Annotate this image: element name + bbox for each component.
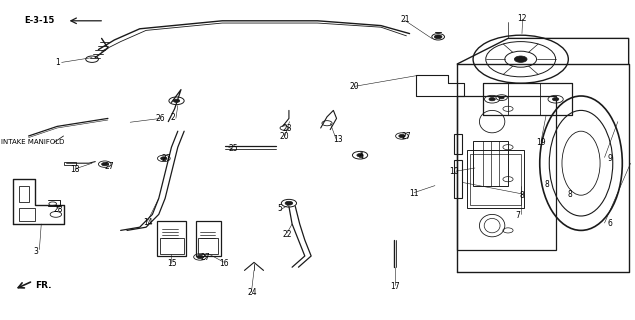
Bar: [470, 154, 521, 205]
Text: 20: 20: [349, 82, 359, 91]
Bar: [473, 141, 508, 186]
Text: 24: 24: [248, 288, 257, 297]
Text: 4: 4: [359, 152, 364, 161]
Circle shape: [102, 163, 108, 166]
Text: 21: 21: [400, 15, 410, 24]
Bar: [196, 221, 221, 256]
Circle shape: [434, 35, 442, 39]
Text: FR.: FR.: [35, 281, 51, 290]
Bar: [457, 96, 556, 250]
Text: 18: 18: [70, 165, 79, 174]
Bar: [160, 238, 184, 254]
Circle shape: [489, 98, 495, 101]
Bar: [64, 162, 76, 165]
Text: INTAKE MANIFOLD: INTAKE MANIFOLD: [1, 140, 65, 145]
Text: 17: 17: [391, 282, 400, 291]
Circle shape: [197, 255, 203, 259]
Circle shape: [499, 96, 504, 99]
Text: 5: 5: [277, 204, 282, 213]
Text: 9: 9: [608, 154, 613, 163]
Text: 10: 10: [450, 167, 459, 176]
Text: 25: 25: [229, 144, 238, 153]
Bar: [198, 238, 218, 254]
Text: 27: 27: [105, 162, 114, 171]
Bar: [454, 160, 462, 198]
Circle shape: [285, 201, 293, 205]
Text: 19: 19: [537, 138, 546, 147]
Text: 7: 7: [516, 211, 521, 220]
Text: 1: 1: [55, 58, 60, 67]
Bar: [19, 208, 35, 221]
Text: 27: 27: [200, 253, 210, 262]
Bar: [454, 134, 462, 154]
Text: 27: 27: [402, 132, 411, 140]
Text: 28: 28: [54, 205, 64, 214]
Circle shape: [161, 157, 167, 160]
Circle shape: [514, 56, 527, 62]
Circle shape: [399, 134, 405, 138]
Circle shape: [552, 98, 559, 101]
Text: 23: 23: [283, 124, 292, 132]
Text: 2: 2: [170, 113, 175, 122]
Text: 3: 3: [33, 247, 38, 256]
Circle shape: [173, 99, 180, 102]
Text: 20: 20: [279, 132, 289, 140]
Text: 27: 27: [162, 154, 171, 163]
Text: 8: 8: [519, 191, 524, 200]
Text: 8: 8: [545, 180, 549, 188]
Text: 12: 12: [518, 14, 527, 23]
Bar: [157, 221, 186, 256]
Text: 13: 13: [333, 135, 343, 144]
Text: 16: 16: [219, 259, 229, 268]
Text: 8: 8: [567, 190, 572, 199]
Text: 15: 15: [167, 260, 177, 268]
Text: 6: 6: [608, 220, 613, 228]
Text: 22: 22: [283, 230, 292, 239]
Text: E-3-15: E-3-15: [24, 16, 55, 25]
Text: 14: 14: [143, 218, 152, 227]
Bar: [467, 150, 524, 208]
Bar: [19, 186, 29, 202]
Text: 11: 11: [410, 189, 419, 198]
Text: 26: 26: [156, 114, 165, 123]
Circle shape: [357, 154, 363, 157]
